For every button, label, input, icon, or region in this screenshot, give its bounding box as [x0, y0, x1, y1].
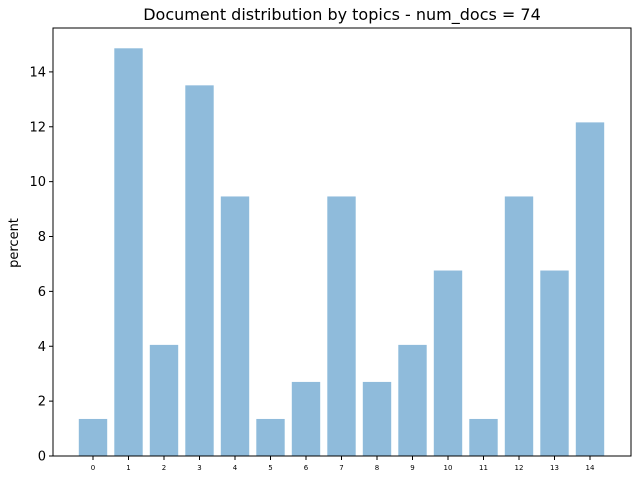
y-tick-label: 0	[38, 450, 46, 465]
bar-topic-6	[291, 381, 321, 456]
bar-topic-0	[78, 418, 108, 456]
y-tick-label: 2	[38, 395, 46, 410]
y-tick-label: 8	[38, 230, 46, 245]
bar-topic-13	[540, 270, 569, 456]
x-tick-label: 11	[479, 464, 488, 472]
bar-topic-1	[114, 48, 143, 457]
x-tick-label: 7	[339, 464, 343, 472]
bar-topic-7	[327, 196, 356, 456]
bar-topic-2	[149, 344, 179, 456]
bars-group	[78, 48, 605, 457]
bar-topic-8	[362, 381, 392, 456]
x-tick-label: 10	[444, 464, 453, 472]
chart-title: Document distribution by topics - num_do…	[143, 5, 541, 25]
bar-topic-4	[220, 196, 250, 456]
plot-frame	[52, 27, 632, 457]
x-tick-label: 4	[233, 464, 238, 472]
y-axis-ticks: 0 2 4 6 8 10 12 14	[29, 65, 53, 465]
x-tick-label: 3	[197, 464, 201, 472]
x-tick-label: 6	[304, 464, 309, 472]
x-axis-ticks: 0 1 2 3 4 5 6 7 8 9 10 11 12 13 14	[91, 456, 595, 472]
y-tick-label: 4	[38, 340, 46, 355]
bar-topic-5	[256, 418, 285, 456]
y-tick-label: 10	[29, 175, 46, 190]
x-tick-label: 12	[515, 464, 524, 472]
x-tick-label: 2	[162, 464, 166, 472]
bar-topic-3	[185, 85, 214, 456]
bar-topic-11	[469, 418, 498, 456]
x-tick-label: 8	[375, 464, 379, 472]
x-tick-label: 5	[268, 464, 272, 472]
y-tick-label: 12	[29, 120, 46, 135]
bar-topic-9	[398, 344, 427, 456]
x-tick-label: 13	[550, 464, 559, 472]
x-tick-label: 14	[586, 464, 595, 472]
bar-topic-14	[575, 122, 605, 456]
y-tick-label: 6	[38, 285, 46, 300]
bar-topic-10	[433, 270, 463, 456]
y-axis-label: percent	[7, 218, 22, 268]
bar-topic-12	[504, 196, 534, 456]
x-tick-label: 9	[410, 464, 414, 472]
x-tick-label: 1	[126, 464, 130, 472]
x-tick-label: 0	[91, 464, 95, 472]
y-tick-label: 14	[29, 65, 46, 80]
